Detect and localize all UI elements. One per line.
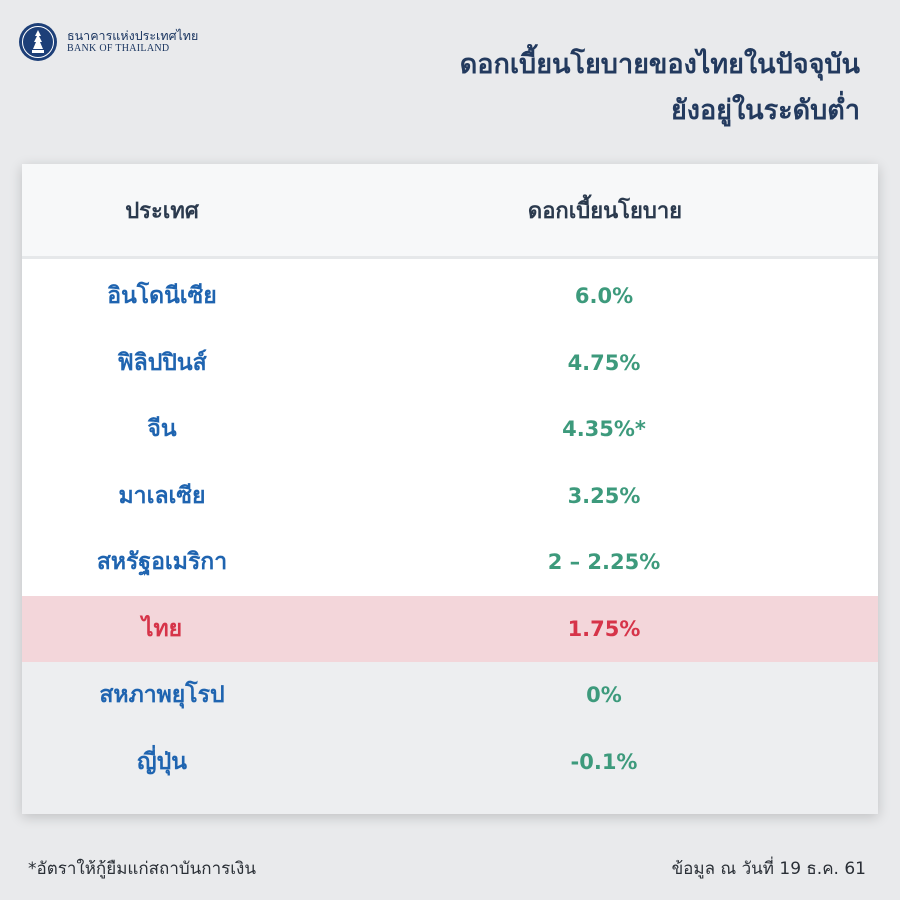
policy-rate: 1.75%	[567, 616, 641, 641]
country-name: อินโดนีเซีย	[107, 283, 217, 310]
policy-rate: 4.75%	[567, 350, 641, 375]
policy-rate: 4.35%*	[562, 417, 646, 442]
table-body: อินโดนีเซีย 6.0% ฟิลิปปินส์ 4.75% จีน 4.…	[22, 263, 878, 814]
country-name: จีน	[147, 416, 177, 443]
footnote: *อัตราให้กู้ยืมแก่สถาบันการเงิน	[28, 859, 256, 879]
table-row-highlighted: ไทย 1.75%	[22, 595, 878, 662]
data-date-note: ข้อมูล ณ วันที่ 19 ธ.ค. 61	[671, 859, 866, 879]
country-name: สหรัฐอเมริกา	[96, 549, 228, 576]
header-country: ประเทศ	[125, 198, 199, 224]
table-header: ประเทศ ดอกเบี้ยนโยบาย	[22, 164, 878, 259]
table-row: สหภาพยุโรป 0%	[22, 662, 878, 729]
bank-name-thai: ธนาคารแห่งประเทศไทย	[67, 28, 199, 44]
table-row: ญี่ปุ่น -0.1%	[22, 728, 878, 814]
country-name: ไทย	[141, 615, 183, 642]
table-row: สหรัฐอเมริกา 2 – 2.25%	[22, 529, 878, 596]
bank-logo: ธนาคารแห่งประเทศไทย BANK OF THAILAND	[18, 22, 198, 62]
table-row: จีน 4.35%*	[22, 396, 878, 463]
policy-rate: 0%	[586, 683, 622, 708]
country-name: มาเลเซีย	[118, 482, 206, 509]
policy-rate-table: ประเทศ ดอกเบี้ยนโยบาย อินโดนีเซีย 6.0% ฟ…	[22, 164, 878, 814]
table-row: ฟิลิปปินส์ 4.75%	[22, 330, 878, 397]
policy-rate: 6.0%	[574, 284, 634, 309]
bank-name-english: BANK OF THAILAND	[67, 43, 170, 55]
policy-rate: -0.1%	[570, 749, 638, 774]
country-name: ฟิลิปปินส์	[117, 349, 207, 376]
policy-rate: 3.25%	[567, 483, 641, 508]
country-name: ญี่ปุ่น	[137, 748, 187, 775]
headline-line-2: ยังอยู่ในระดับต่ำ	[670, 95, 860, 126]
table-row: มาเลเซีย 3.25%	[22, 463, 878, 530]
country-name: สหภาพยุโรป	[99, 682, 225, 709]
header-policy-rate: ดอกเบี้ยนโยบาย	[527, 198, 683, 224]
policy-rate: 2 – 2.25%	[547, 550, 661, 575]
table-row: อินโดนีเซีย 6.0%	[22, 263, 878, 330]
bank-emblem-icon	[19, 23, 57, 61]
headline-line-1: ดอกเบี้ยนโยบายของไทยในปัจจุบัน	[459, 49, 860, 80]
headline: ดอกเบี้ยนโยบายของไทยในปัจจุบัน ยังอยู่ใน…	[460, 42, 860, 134]
